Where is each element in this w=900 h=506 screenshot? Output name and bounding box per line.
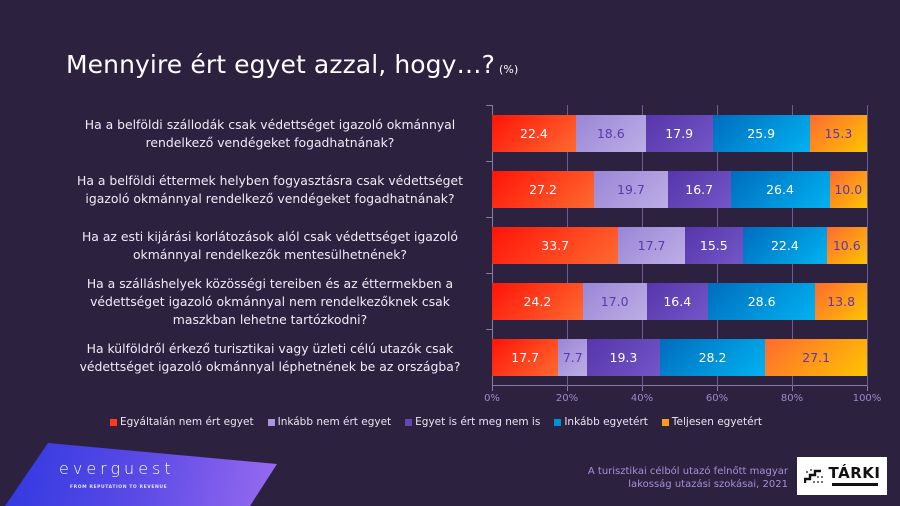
bar-segment: 15.5 [684,227,743,264]
x-tick [567,386,568,391]
category-label: Ha a belföldi éttermek helyben fogyasztá… [60,172,480,208]
x-tick-label: 80% [780,393,804,404]
x-tick-label: 100% [852,393,882,404]
category-label: Ha külföldről érkező turisztikai vagy üz… [60,340,480,376]
x-tick [867,386,868,391]
bar-segment: 16.7 [667,171,731,208]
bar-segment: 16.4 [646,283,708,320]
everguest-tagline: FROM REPUTATION TO REVENUE [70,485,168,490]
legend-label: Inkább egyetért [564,416,648,428]
source-line-2: lakosság utazási szokásai, 2021 [628,479,788,490]
legend-item: Inkább egyetért [554,416,648,428]
bar-segment: 28.6 [708,283,816,320]
category-label-line: okmánnyal rendelkezők mentesülhetnének? [132,246,408,262]
tarki-strip [831,483,878,486]
x-tick [642,386,643,391]
bar-segment: 22.4 [492,115,576,152]
bar-segment: 17.0 [582,283,647,320]
stacked-bar: 24.2 17.0 16.4 28.6 13.8 [492,283,867,320]
bar-segment: 33.7 [492,227,619,264]
legend-swatch-icon [267,418,275,426]
bar-segment: 27.2 [492,171,594,208]
title-text: Mennyire ért egyet azzal, hogy…? [66,50,496,79]
bar-segment: 19.3 [587,339,660,376]
bar-segment: 24.2 [492,283,583,320]
chart-title: Mennyire ért egyet azzal, hogy…? (%) [66,50,518,79]
tarki-logo: TÁRKI [797,457,887,495]
bar-segment: 26.4 [730,171,830,208]
stacked-bar: 33.7 17.7 15.5 22.4 10.6 [492,227,867,264]
source-line-1: A turisztikai célból utazó felnőtt magya… [587,466,788,477]
category-label-line: Ha a belföldi szállodák csak védettséget… [84,116,456,132]
stacked-bar: 22.4 18.6 17.9 25.9 15.3 [492,115,868,152]
x-axis [492,385,867,386]
plot-area: 22.4 18.6 17.9 25.9 15.3 27.2 19.7 16.7 26.4 10.0… [486,105,868,391]
category-label: Ha a szálláshelyek közösségi tereiben és… [60,275,480,329]
x-tick-label: 20% [555,393,579,404]
y-tick [486,273,492,274]
category-label: Ha a belföldi szállodák csak védettséget… [60,116,480,152]
x-tick [792,386,793,391]
category-label-line: rendelkező vendégeket fogadhatnának? [145,134,395,150]
bar-segment: 15.3 [809,115,868,152]
category-label-line: Ha a szálláshelyek közösségi tereiben és… [86,275,454,291]
x-tick-label: 60% [705,393,729,404]
bar-segment: 7.7 [558,339,588,376]
bar-segment: 18.6 [575,115,646,152]
x-tick [717,386,718,391]
legend-label: Egyet is ért meg nem is [415,416,541,428]
gridline [867,105,868,386]
y-tick [486,329,492,330]
everguest-logo: everguest [59,459,175,478]
x-tick [492,386,493,391]
legend-swatch-icon [405,418,413,426]
legend-item: Egyáltalán nem ért egyet [110,416,254,428]
legend-swatch-icon [554,418,562,426]
bar-segment: 22.4 [742,227,827,264]
legend-label: Teljesen egyetért [671,416,763,428]
category-label-line: igazoló okmánnyal rendelkező vendégeket … [85,190,455,206]
bar-segment: 25.9 [712,115,810,152]
y-tick [486,217,492,218]
legend-label: Egyáltalán nem ért egyet [120,416,254,428]
title-unit: (%) [499,63,519,76]
stacked-bar: 17.7 7.7 19.3 28.2 27.1 [492,339,867,376]
category-label-line: védettséget igazoló okmánnyal léphetnéne… [79,358,461,374]
y-tick [486,105,492,106]
legend-swatch-icon [110,418,117,426]
legend-item: Inkább nem ért egyet [267,416,392,428]
tarki-wordmark: TÁRKI [828,464,881,482]
legend-item: Egyet is ért meg nem is [405,416,540,428]
bar-segment: 10.6 [826,227,867,264]
x-tick-label: 40% [630,393,654,404]
category-label-line: védettséget igazoló okmánnyal nem rendel… [90,293,450,309]
stacked-bar: 27.2 19.7 16.7 26.4 10.0 [492,171,867,208]
legend-label: Inkább nem ért egyet [277,416,392,428]
bar-segment: 19.7 [594,171,668,208]
category-label: Ha az esti kijárási korlátozások alól cs… [60,228,480,264]
legend-item: Teljesen egyetért [661,416,763,428]
bar-segment: 17.7 [618,227,685,264]
category-label-line: Ha külföldről érkező turisztikai vagy üz… [86,340,454,356]
y-tick [486,161,492,162]
category-label-line: Ha az esti kijárási korlátozások alól cs… [81,228,458,244]
bar-segment: 13.8 [815,283,867,320]
legend: Egyáltalán nem ért egyet Inkább nem ért e… [110,416,762,428]
tarki-stairs-icon [803,469,823,483]
bar-segment: 28.2 [659,339,766,376]
source-note: A turisztikai célból utazó felnőtt magya… [588,465,788,491]
bar-segment: 17.9 [645,115,713,152]
bar-segment: 10.0 [829,171,867,208]
x-tick-label: 0% [484,393,500,404]
legend-swatch-icon [661,418,669,426]
bar-segment: 17.7 [492,339,559,376]
category-label-line: Ha a belföldi éttermek helyben fogyasztá… [77,172,463,188]
bar-segment: 27.1 [765,339,867,376]
category-label-line: maszkban lehetne tartózkodni? [172,311,368,327]
